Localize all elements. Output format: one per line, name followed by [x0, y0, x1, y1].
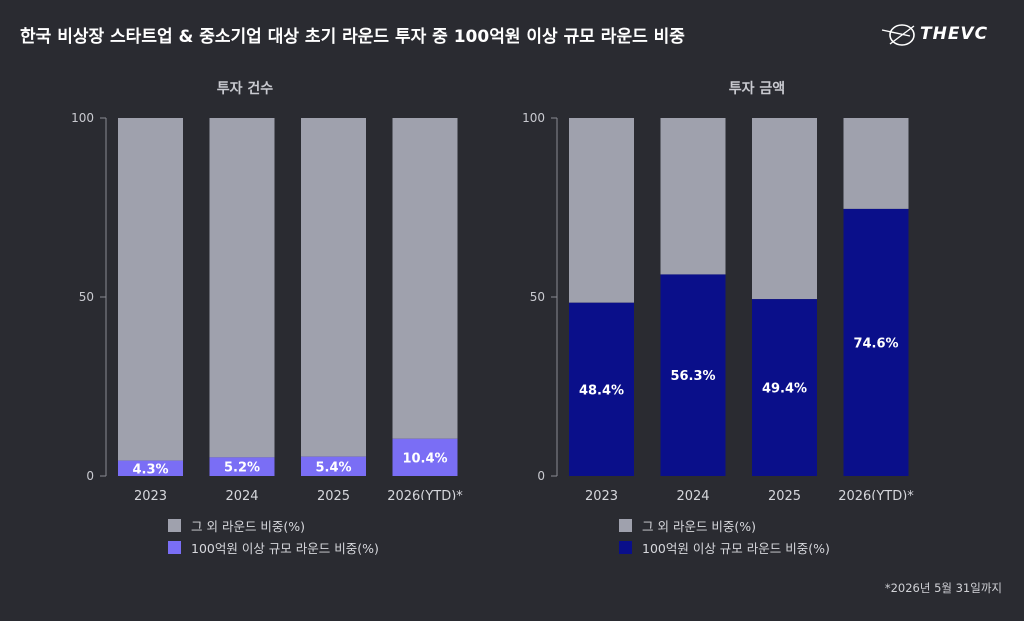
x-tick-label: 2026(YTD)*	[838, 489, 914, 500]
bar-other	[301, 118, 366, 457]
x-tick-label: 2026(YTD)*	[387, 489, 463, 500]
bar-chart-amount: 0 50 100 48.4% 2023 56.3% 2024 49.4% 2025 74.6% 20…	[522, 111, 914, 500]
legend-label-other: 그 외 라운드 비중(%)	[191, 518, 306, 534]
bar-other	[752, 118, 817, 300]
bar-other	[843, 118, 909, 209]
legend-swatch-large	[168, 540, 181, 554]
panel-title-amount: 투자 금액	[728, 81, 786, 97]
x-tick-label: 2025	[768, 489, 801, 500]
bar-large-round	[569, 302, 634, 476]
footnote: *2026년 5월 31일까지	[884, 581, 1002, 595]
y-tick-label: 0	[86, 469, 94, 483]
legend-swatch-large	[619, 540, 632, 554]
data-label: 5.4%	[315, 460, 351, 475]
legend-item-large: 100억원 이상 규모 라운드 비중(%)	[168, 536, 379, 558]
legend-item-other: 그 외 라운드 비중(%)	[168, 514, 379, 536]
legend-label-other: 그 외 라운드 비중(%)	[642, 518, 757, 534]
logo-mark-icon	[881, 24, 915, 46]
legend-swatch-other	[168, 518, 181, 532]
x-tick-label: 2023	[585, 489, 618, 500]
bar-chart-count: 0 50 100 4.3% 2023 5.2% 2024 5.4% 2025 10.4% 2026(…	[71, 111, 463, 500]
bar-other	[569, 118, 634, 303]
brand-name: THEVC	[920, 24, 989, 44]
y-tick-label: 0	[537, 469, 545, 483]
data-label: 5.2%	[224, 461, 260, 476]
bar-large-round	[843, 208, 909, 476]
legend-item-other: 그 외 라운드 비중(%)	[619, 514, 830, 536]
chart-title: 한국 비상장 스타트업 & 중소기업 대상 초기 라운드 투자 중 100억원 …	[20, 27, 685, 47]
y-tick-label: 50	[530, 290, 545, 304]
legend-amount: 그 외 라운드 비중(%) 100억원 이상 규모 라운드 비중(%)	[619, 514, 830, 558]
y-tick-label: 100	[71, 111, 94, 125]
bar-other	[118, 118, 183, 461]
chart-panel-count: 투자 건수 0 50 100 4.3% 2023 5.2% 2024 5.4% 2025 10.4…	[0, 70, 490, 570]
bar-other	[209, 118, 275, 458]
x-tick-label: 2025	[317, 489, 350, 500]
chart-panel-amount: 투자 금액 0 50 100 48.4% 2023 56.3% 2024 49.4% 2025 7…	[512, 70, 1002, 570]
legend-swatch-other	[619, 518, 632, 532]
legend-item-large: 100억원 이상 규모 라운드 비중(%)	[619, 536, 830, 558]
legend-label-large: 100억원 이상 규모 라운드 비중(%)	[642, 540, 830, 556]
x-tick-label: 2024	[676, 489, 709, 500]
x-tick-label: 2024	[225, 489, 258, 500]
bar-large-round	[392, 438, 458, 476]
data-label: 49.4%	[762, 382, 807, 397]
bar-large-round	[301, 456, 366, 476]
data-label: 74.6%	[853, 336, 898, 351]
data-label: 56.3%	[670, 369, 715, 384]
legend-count: 그 외 라운드 비중(%) 100억원 이상 규모 라운드 비중(%)	[168, 514, 379, 558]
legend-label-large: 100억원 이상 규모 라운드 비중(%)	[191, 540, 379, 556]
bar-other	[392, 118, 458, 439]
panel-title-count: 투자 건수	[216, 81, 274, 97]
data-label: 10.4%	[402, 451, 447, 466]
y-tick-label: 50	[79, 290, 94, 304]
bar-large-round	[752, 299, 817, 476]
x-tick-label: 2023	[134, 489, 167, 500]
bar-other	[660, 118, 726, 275]
bar-large-round	[209, 457, 275, 476]
data-label: 4.3%	[132, 462, 168, 477]
bar-large-round	[660, 274, 726, 476]
brand-logo: THEVC	[880, 20, 1008, 50]
y-tick-label: 100	[522, 111, 545, 125]
bar-large-round	[118, 460, 183, 476]
data-label: 48.4%	[579, 383, 624, 398]
